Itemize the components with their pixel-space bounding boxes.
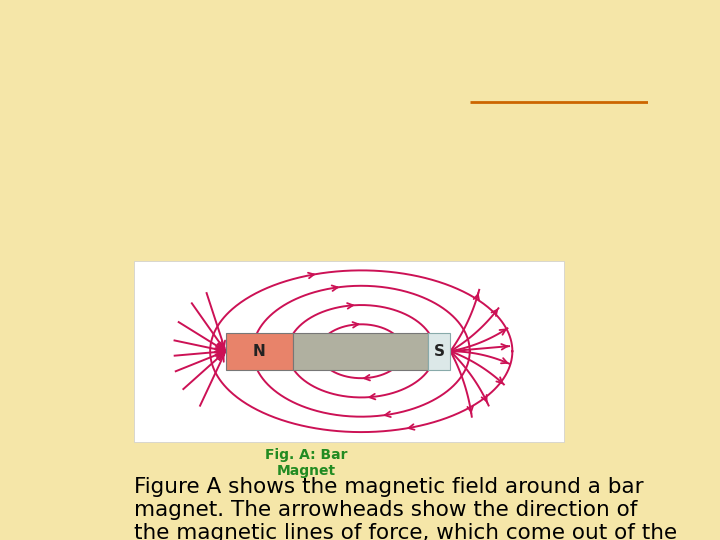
- Bar: [134, 261, 564, 442]
- Bar: [225, 333, 293, 370]
- Text: Fig. A: Bar
Magnet: Fig. A: Bar Magnet: [265, 448, 348, 478]
- Text: S: S: [433, 344, 445, 359]
- Bar: [293, 333, 428, 370]
- Text: Figure A shows the magnetic field around a bar: Figure A shows the magnetic field around…: [134, 477, 644, 497]
- Text: N: N: [253, 344, 266, 359]
- Text: magnet. The arrowheads show the direction of: magnet. The arrowheads show the directio…: [134, 500, 637, 520]
- Text: the magnetic lines of force, which come out of the: the magnetic lines of force, which come …: [134, 523, 678, 540]
- Bar: [428, 333, 451, 370]
